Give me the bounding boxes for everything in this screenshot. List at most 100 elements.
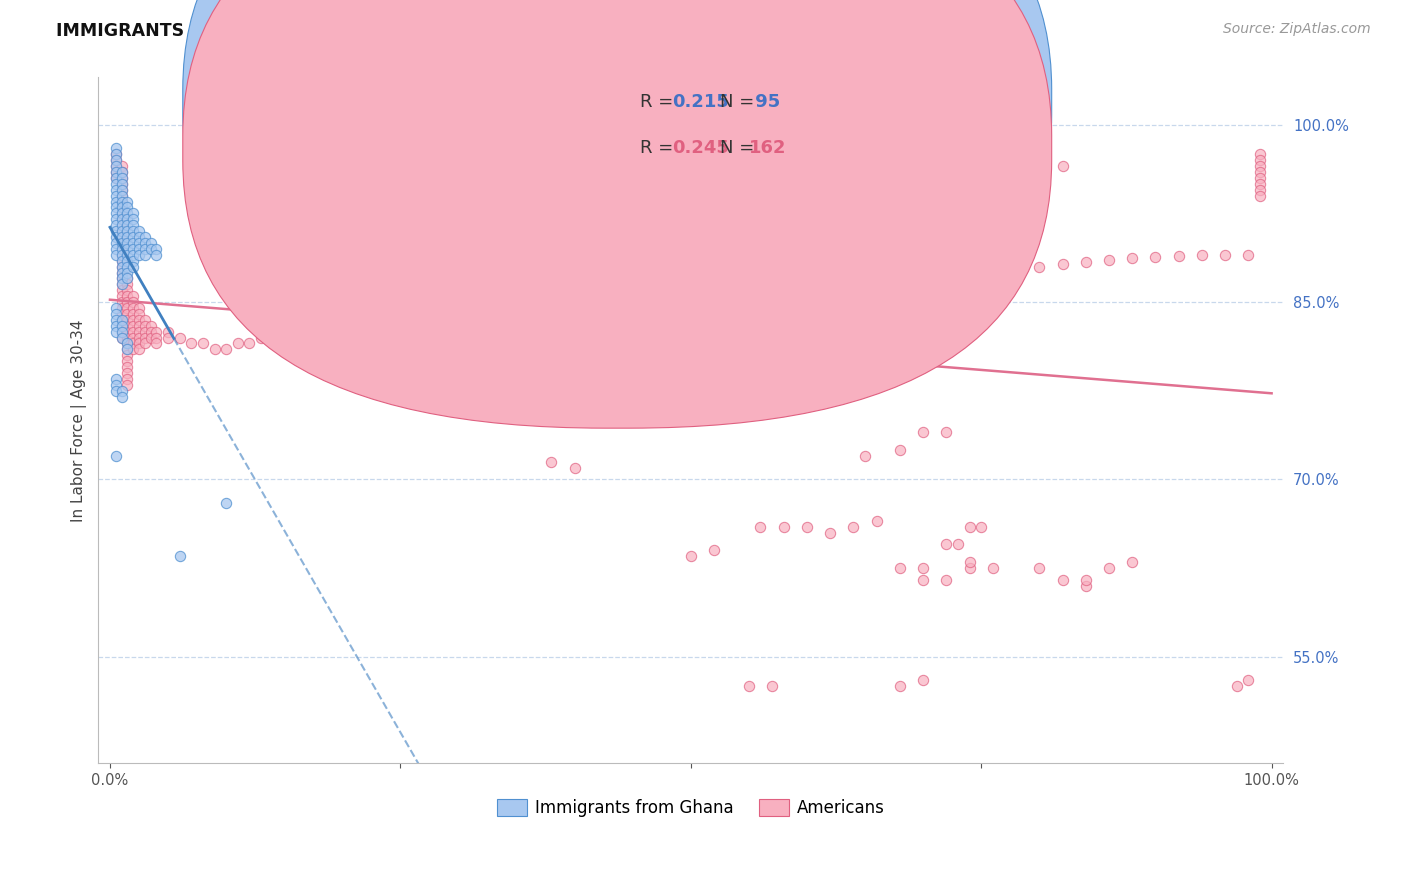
Point (110, 177, 132, 191)
Point (110, 266, 132, 280)
Point (117, 266, 139, 280)
Point (122, 242, 145, 256)
Point (157, 330, 180, 344)
Point (110, 230, 132, 244)
Point (139, 330, 162, 344)
Point (122, 313, 145, 327)
Point (679, 549, 702, 564)
Point (284, 325, 307, 339)
Point (297, 325, 319, 339)
Point (935, 425, 957, 439)
Point (145, 248, 167, 262)
Point (110, 235, 132, 250)
Point (122, 336, 145, 351)
Point (134, 242, 156, 256)
Point (122, 218, 145, 232)
Point (110, 235, 132, 250)
Point (104, 384, 127, 398)
Point (110, 330, 132, 344)
Point (1249, 177, 1271, 191)
Point (796, 194, 818, 209)
Point (1237, 248, 1260, 262)
Point (104, 313, 127, 327)
Point (110, 201, 132, 215)
Point (970, 519, 993, 533)
Point (128, 330, 150, 344)
Point (1167, 249, 1189, 263)
Point (117, 253, 139, 268)
Point (1249, 188, 1271, 202)
Point (104, 147, 127, 161)
Point (117, 201, 139, 215)
Point (104, 212, 127, 227)
Point (134, 330, 156, 344)
Point (110, 183, 132, 197)
Point (912, 573, 935, 587)
Point (703, 543, 725, 558)
Point (104, 153, 127, 168)
Point (117, 313, 139, 327)
Point (104, 159, 127, 173)
Point (110, 248, 132, 262)
Point (117, 330, 139, 344)
Point (110, 330, 132, 344)
Point (912, 183, 935, 197)
Point (866, 276, 889, 290)
Point (110, 218, 132, 232)
Point (104, 170, 127, 185)
Point (551, 303, 574, 318)
Point (633, 297, 655, 311)
Point (122, 248, 145, 262)
Y-axis label: In Labor Force | Age 30-34: In Labor Force | Age 30-34 (72, 319, 87, 522)
Point (1237, 673, 1260, 688)
Point (134, 318, 156, 333)
Point (1028, 260, 1050, 274)
Point (853, 449, 876, 463)
Point (889, 679, 911, 693)
Point (134, 325, 156, 339)
Point (117, 289, 139, 303)
Point (128, 307, 150, 321)
Point (505, 218, 527, 232)
Point (1005, 262, 1028, 277)
Point (104, 170, 127, 185)
Point (564, 302, 586, 317)
Point (110, 188, 132, 202)
Point (110, 206, 132, 220)
Point (586, 300, 609, 314)
Point (610, 299, 633, 313)
Point (772, 194, 794, 209)
Point (761, 679, 783, 693)
Text: 0.215: 0.215 (672, 93, 728, 111)
Point (122, 206, 145, 220)
Point (308, 318, 330, 333)
Point (738, 679, 761, 693)
Point (110, 159, 132, 173)
Point (250, 330, 273, 344)
Point (1144, 250, 1167, 264)
Point (1052, 159, 1074, 173)
Point (139, 325, 162, 339)
Point (110, 201, 132, 215)
Point (714, 293, 737, 307)
Point (796, 283, 818, 297)
Point (1249, 183, 1271, 197)
Point (110, 194, 132, 209)
Point (447, 218, 470, 232)
Point (110, 307, 132, 321)
Point (145, 242, 167, 256)
Point (117, 224, 139, 238)
Point (703, 360, 725, 375)
Point (128, 301, 150, 315)
Point (529, 304, 551, 318)
Point (104, 318, 127, 333)
Point (412, 311, 434, 326)
Point (110, 183, 132, 197)
Point (725, 366, 748, 380)
Point (1052, 573, 1074, 587)
Point (110, 283, 132, 297)
Point (110, 212, 132, 227)
Point (117, 301, 139, 315)
Point (110, 230, 132, 244)
Point (117, 283, 139, 297)
